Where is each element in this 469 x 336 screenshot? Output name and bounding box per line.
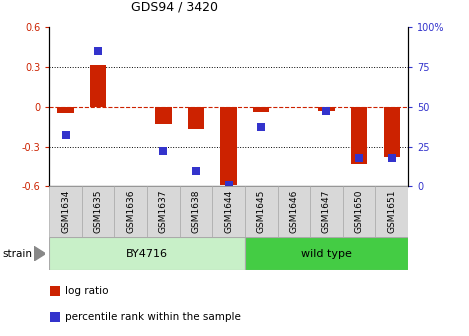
Bar xyxy=(49,186,82,237)
Bar xyxy=(384,107,400,157)
Point xyxy=(51,315,58,320)
Bar xyxy=(57,107,74,113)
Bar xyxy=(180,186,212,237)
Polygon shape xyxy=(34,246,45,261)
Bar xyxy=(49,237,245,270)
Bar xyxy=(212,186,245,237)
Bar xyxy=(351,107,367,164)
Point xyxy=(94,48,102,53)
Text: GSM1647: GSM1647 xyxy=(322,190,331,234)
Text: GSM1637: GSM1637 xyxy=(159,190,168,234)
Point xyxy=(356,155,363,161)
Text: GSM1635: GSM1635 xyxy=(94,190,103,234)
Bar xyxy=(245,186,278,237)
Bar xyxy=(114,186,147,237)
Bar xyxy=(278,186,310,237)
Bar xyxy=(343,186,375,237)
Text: GSM1651: GSM1651 xyxy=(387,190,396,234)
Text: wild type: wild type xyxy=(301,249,352,259)
Text: percentile rank within the sample: percentile rank within the sample xyxy=(65,312,241,323)
Text: GSM1644: GSM1644 xyxy=(224,190,233,233)
Bar xyxy=(310,186,343,237)
Bar xyxy=(155,107,172,124)
Point xyxy=(257,125,265,130)
Bar xyxy=(375,186,408,237)
Bar xyxy=(82,186,114,237)
Point xyxy=(62,133,69,138)
Text: GSM1636: GSM1636 xyxy=(126,190,135,234)
Bar xyxy=(253,107,269,112)
Text: GSM1634: GSM1634 xyxy=(61,190,70,234)
Text: BY4716: BY4716 xyxy=(126,249,168,259)
Text: GSM1645: GSM1645 xyxy=(257,190,266,234)
Point xyxy=(51,288,58,293)
Point xyxy=(159,149,167,154)
Point xyxy=(323,109,330,114)
Text: log ratio: log ratio xyxy=(65,286,109,296)
Point xyxy=(225,182,232,187)
Text: GSM1650: GSM1650 xyxy=(355,190,363,234)
Text: GSM1638: GSM1638 xyxy=(191,190,201,234)
Bar xyxy=(318,107,335,111)
Text: GSM1646: GSM1646 xyxy=(289,190,298,234)
Point xyxy=(388,155,395,161)
Bar xyxy=(147,186,180,237)
Bar xyxy=(90,66,106,107)
Bar xyxy=(245,237,408,270)
Point xyxy=(192,168,200,173)
Text: GDS94 / 3420: GDS94 / 3420 xyxy=(131,0,219,13)
Text: strain: strain xyxy=(2,249,32,259)
Bar xyxy=(188,107,204,129)
Bar xyxy=(220,107,237,185)
